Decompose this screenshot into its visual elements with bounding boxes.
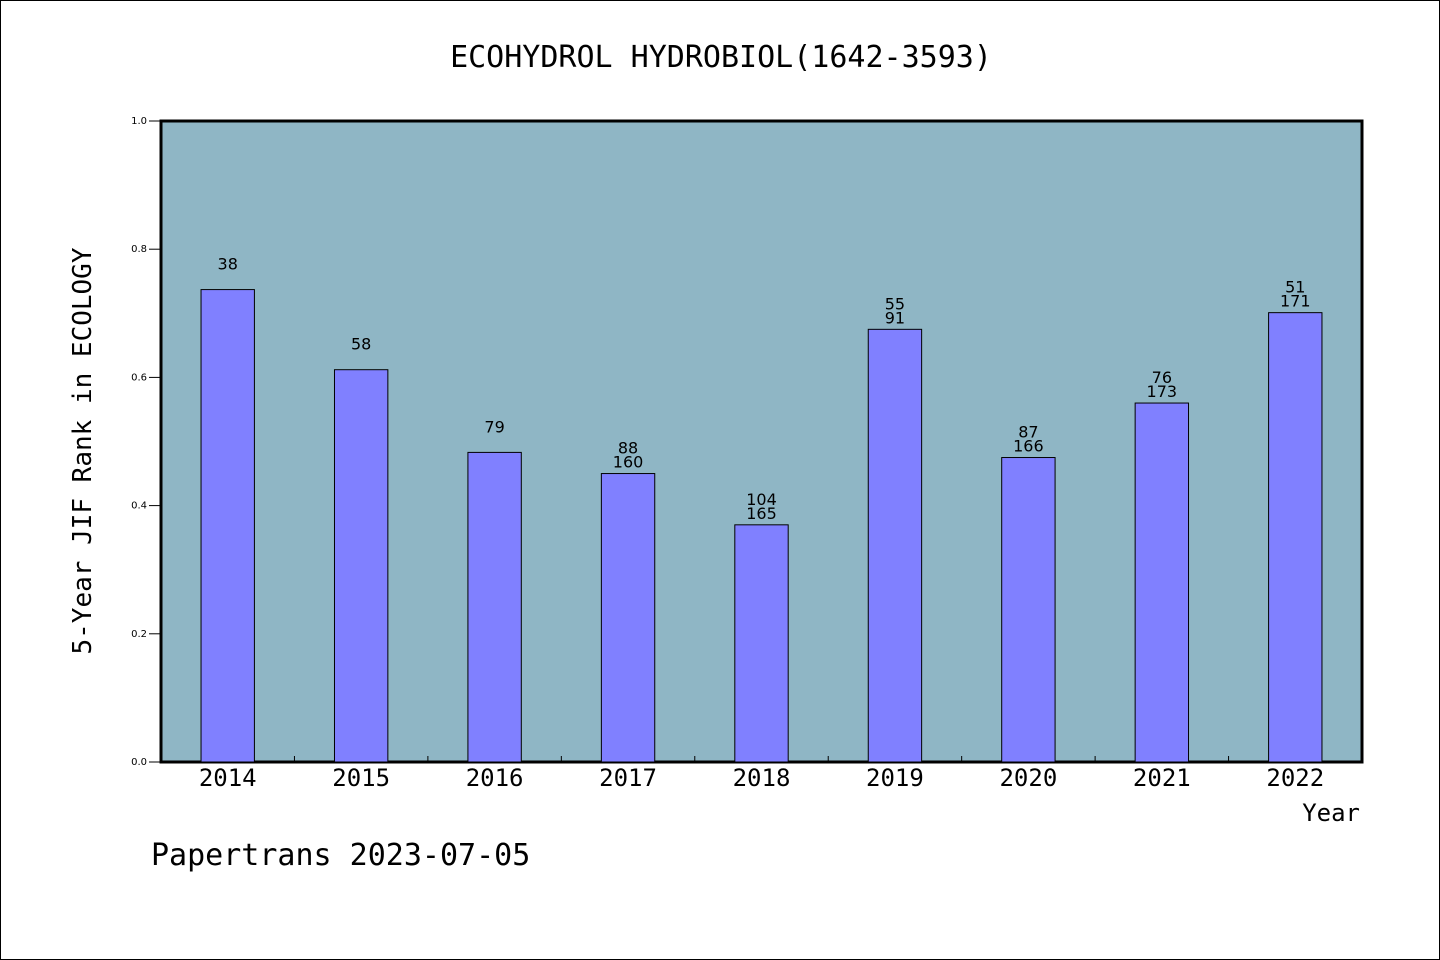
bar-2020 [1001, 457, 1056, 763]
rank-label: 88 [618, 439, 638, 458]
bar-2018 [734, 524, 789, 763]
total-label: 171 [1280, 292, 1311, 311]
rank-label: 79 [484, 417, 504, 436]
total-label: 160 [613, 453, 644, 472]
x-tick-label: 2020 [999, 764, 1057, 792]
rank-label: 51 [1285, 278, 1305, 297]
y-tick-label: 0.6 [131, 372, 147, 383]
x-axis-ticks: 2014 2015 2016 2017 2018 2019 2020 2021 2022 [199, 756, 1324, 792]
total-label: 91 [885, 308, 905, 327]
bar-2021 [1134, 402, 1190, 763]
y-tick-label: 0.0 [131, 757, 147, 768]
bar-2016 [467, 451, 522, 763]
bar-2014 [200, 289, 255, 763]
x-tick-label: 2019 [866, 764, 924, 792]
rank-label: 87 [1018, 423, 1038, 442]
x-tick-label: 2015 [332, 764, 390, 792]
y-tick-label: 0.8 [131, 244, 147, 255]
rank-label: 104 [746, 490, 777, 509]
y-axis-ticks: 0.0 0.2 0.4 0.6 0.8 1.0 [131, 116, 161, 768]
x-tick-label: 2018 [733, 764, 791, 792]
total-label: 173 [1147, 382, 1178, 401]
rank-label: 58 [351, 335, 371, 354]
rank-label: 38 [218, 255, 238, 274]
x-tick-label: 2017 [599, 764, 657, 792]
y-tick-label: 1.0 [131, 116, 147, 127]
x-tick-label: 2016 [466, 764, 524, 792]
total-label: 166 [1013, 437, 1044, 456]
bar-2015 [333, 369, 389, 763]
total-label: 165 [746, 504, 777, 523]
bar-2022 [1268, 312, 1323, 763]
footer-credit: Papertrans 2023-07-05 [151, 838, 530, 873]
y-tick-label: 0.4 [131, 501, 147, 512]
bar-2017 [600, 473, 656, 763]
x-tick-label: 2021 [1133, 764, 1191, 792]
bar-2019 [867, 328, 923, 763]
chart-title: ECOHYDROL HYDROBIOL(1642-3593) [450, 40, 992, 75]
x-tick-label: 2014 [199, 764, 257, 792]
y-axis-label: 5-Year JIF Rank in ECOLOGY [68, 247, 98, 654]
rank-label: 55 [885, 294, 905, 313]
rank-label: 76 [1152, 368, 1172, 387]
x-axis-label: Year [1302, 799, 1360, 827]
y-tick-label: 0.2 [131, 629, 147, 640]
x-tick-label: 2022 [1266, 764, 1324, 792]
